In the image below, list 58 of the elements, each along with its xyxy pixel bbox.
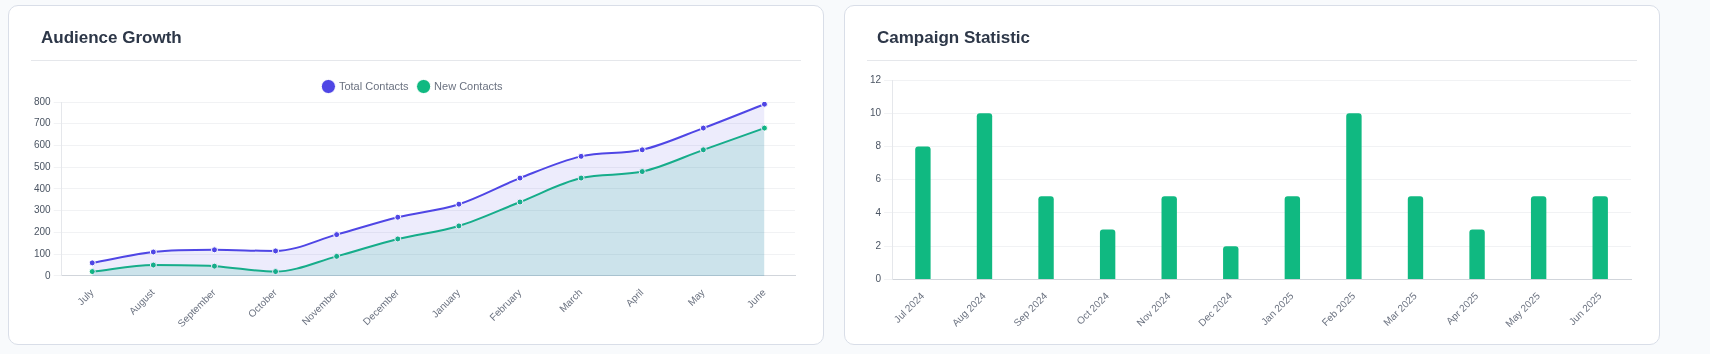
y-tick-label: 800	[34, 95, 52, 107]
y-tick-label: 300	[34, 204, 52, 216]
y-tick-label: 100	[34, 247, 52, 259]
y-tick-label: 400	[34, 182, 52, 194]
y-tick-label: 4	[875, 206, 882, 218]
x-tick-label: July	[75, 286, 96, 308]
chart-title: Campaign Statistic	[867, 6, 1637, 61]
y-tick-label: 8	[875, 140, 882, 152]
bar	[1099, 229, 1116, 279]
y-tick-label: 500	[34, 160, 52, 172]
point	[272, 268, 280, 276]
point	[516, 198, 524, 206]
point	[638, 146, 646, 154]
chart-title: Audience Growth	[31, 6, 801, 61]
y-tick-label: 2	[875, 239, 882, 251]
point	[577, 174, 585, 182]
y-tick-label: 600	[34, 139, 52, 151]
point	[210, 262, 218, 270]
point	[149, 248, 157, 256]
bar	[1284, 196, 1301, 279]
y-tick-label: 700	[34, 117, 52, 129]
point	[88, 268, 96, 276]
y-tick-label: 200	[34, 226, 52, 238]
bar	[1161, 196, 1177, 279]
y-tick-label: 0	[45, 269, 52, 281]
point	[516, 174, 524, 182]
point	[760, 102, 768, 108]
x-tick-label: May	[685, 286, 707, 308]
bar	[915, 146, 931, 279]
bar	[1038, 196, 1054, 279]
point	[455, 222, 463, 230]
y-tick-label: 0	[875, 273, 882, 285]
point	[760, 124, 768, 132]
y-tick-label: 6	[875, 173, 882, 185]
point	[638, 168, 646, 176]
legend-label: Total Contacts	[338, 79, 410, 92]
bar	[976, 113, 993, 279]
point	[394, 235, 402, 243]
bar	[1407, 196, 1424, 279]
point	[149, 261, 157, 269]
point	[333, 231, 341, 239]
y-tick-label: 12	[870, 73, 882, 85]
bar	[1346, 113, 1362, 279]
point	[88, 259, 96, 267]
bar	[1592, 196, 1608, 279]
point	[699, 146, 707, 154]
legend-label: New Contacts	[434, 79, 504, 92]
point	[333, 252, 341, 260]
point	[394, 213, 402, 221]
y-tick-label: 10	[870, 106, 882, 118]
point	[699, 124, 707, 132]
bar	[1223, 246, 1239, 279]
bar	[1530, 196, 1547, 279]
point	[210, 246, 218, 254]
point	[272, 247, 280, 255]
point	[577, 152, 585, 160]
bar	[1469, 229, 1485, 279]
point	[455, 200, 463, 208]
